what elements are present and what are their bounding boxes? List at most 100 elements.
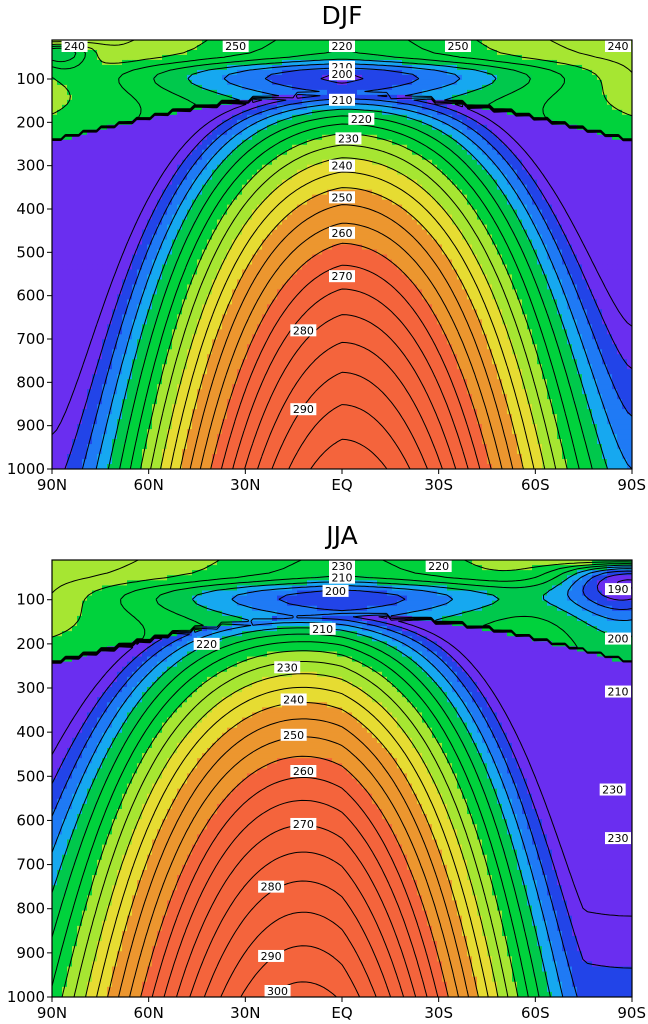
contour-label: 250 — [332, 191, 353, 204]
contour-label-box — [329, 560, 355, 572]
contour-label: 230 — [608, 832, 629, 845]
contour-label: 250 — [283, 729, 304, 742]
x-tick-label: 60S — [521, 476, 550, 494]
y-tick-label: 100 — [16, 70, 45, 88]
contour-label: 200 — [325, 585, 346, 598]
contour-label: 200 — [332, 68, 353, 81]
contour-label-box — [61, 40, 88, 52]
contour-label-box — [605, 832, 631, 845]
y-tick-label: 500 — [16, 243, 45, 261]
y-tick-label: 1000 — [7, 460, 45, 478]
contour-label-box — [258, 949, 285, 962]
contour-label-box — [329, 226, 355, 239]
contour-label: 210 — [332, 572, 353, 585]
contour-label-box — [605, 632, 631, 645]
contour-label-box — [322, 584, 349, 597]
chart-title: JJA — [324, 521, 357, 550]
x-tick-label: 30N — [230, 1004, 260, 1022]
contour-label-box — [605, 40, 631, 52]
contour-label-box — [280, 728, 307, 741]
contour-label-box — [329, 571, 355, 584]
y-tick-label: 200 — [16, 635, 45, 653]
y-tick-label: 700 — [16, 330, 45, 348]
y-tick-label: 400 — [16, 200, 45, 218]
y-tick-label: 300 — [16, 679, 45, 697]
contour-label-box — [329, 191, 355, 204]
y-tick-label: 600 — [16, 287, 45, 305]
x-tick-label: EQ — [331, 476, 352, 494]
x-tick-label: 90S — [617, 1004, 646, 1022]
contour-label: 240 — [608, 40, 629, 53]
contour-label-box — [599, 783, 626, 796]
x-tick-label: EQ — [331, 1004, 352, 1022]
contour-label-box — [445, 40, 471, 52]
x-tick-label: 60S — [521, 1004, 550, 1022]
contour-label: 210 — [608, 686, 629, 699]
contour-label: 210 — [312, 623, 333, 636]
contour-label: 230 — [338, 132, 359, 145]
contour-label-box — [258, 880, 285, 893]
contour-label-box — [335, 132, 362, 145]
contour-label: 290 — [293, 403, 314, 416]
contour-label-box — [274, 661, 301, 674]
filled-contours — [52, 560, 632, 997]
contour-label: 210 — [332, 94, 353, 107]
contour-label-box — [348, 112, 375, 125]
y-tick-label: 800 — [16, 373, 45, 391]
contour-label-box — [605, 685, 631, 698]
contour-label: 220 — [351, 113, 372, 126]
contour-label: 260 — [332, 227, 353, 240]
x-tick-label: 90N — [37, 476, 67, 494]
contour-label: 250 — [448, 40, 469, 53]
y-tick-label: 900 — [16, 944, 45, 962]
y-tick-label: 300 — [16, 157, 45, 175]
contour-label: 280 — [293, 324, 314, 337]
contour-label-box — [425, 560, 452, 572]
contour-label-box — [222, 40, 249, 52]
y-tick-label: 600 — [16, 811, 45, 829]
y-tick-label: 200 — [16, 113, 45, 131]
contour-label: 270 — [293, 818, 314, 831]
contour-label-box — [309, 622, 336, 635]
x-tick-label: 90S — [617, 476, 646, 494]
x-tick-label: 30S — [424, 1004, 453, 1022]
contour-label: 240 — [332, 160, 353, 173]
contour-label: 280 — [261, 881, 282, 894]
contour-label: 200 — [608, 633, 629, 646]
contour-label: 220 — [428, 560, 449, 573]
x-tick-label: 60N — [134, 476, 164, 494]
contour-label-box — [290, 817, 317, 830]
contour-label-box — [329, 159, 355, 172]
contour-label: 300 — [267, 985, 288, 998]
contour-label: 240 — [64, 40, 85, 53]
x-tick-label: 30S — [424, 476, 453, 494]
x-tick-label: 60N — [134, 1004, 164, 1022]
contour-label-box — [605, 583, 631, 596]
contour-label-box — [290, 403, 317, 416]
contour-label-box — [193, 637, 220, 650]
contour-label-box — [290, 324, 317, 337]
contour-label-box — [329, 68, 355, 81]
y-tick-label: 800 — [16, 900, 45, 918]
contour-label: 220 — [196, 638, 217, 651]
contour-label: 230 — [332, 560, 353, 573]
y-tick-label: 1000 — [7, 988, 45, 1006]
contour-label-box — [329, 40, 355, 52]
y-tick-label: 900 — [16, 417, 45, 435]
contour-label: 240 — [283, 693, 304, 706]
contour-lines — [52, 560, 632, 997]
y-tick-label: 100 — [16, 591, 45, 609]
y-tick-label: 500 — [16, 767, 45, 785]
contour-label: 230 — [277, 661, 298, 674]
y-tick-label: 700 — [16, 856, 45, 874]
y-tick-label: 400 — [16, 723, 45, 741]
contour-label: 260 — [293, 765, 314, 778]
contour-label: 250 — [225, 40, 246, 53]
contour-label: 290 — [261, 950, 282, 963]
contour-label: 220 — [332, 40, 353, 53]
contour-label-box — [264, 985, 291, 997]
contour-lines — [52, 40, 632, 469]
contour-label: 190 — [608, 583, 629, 596]
